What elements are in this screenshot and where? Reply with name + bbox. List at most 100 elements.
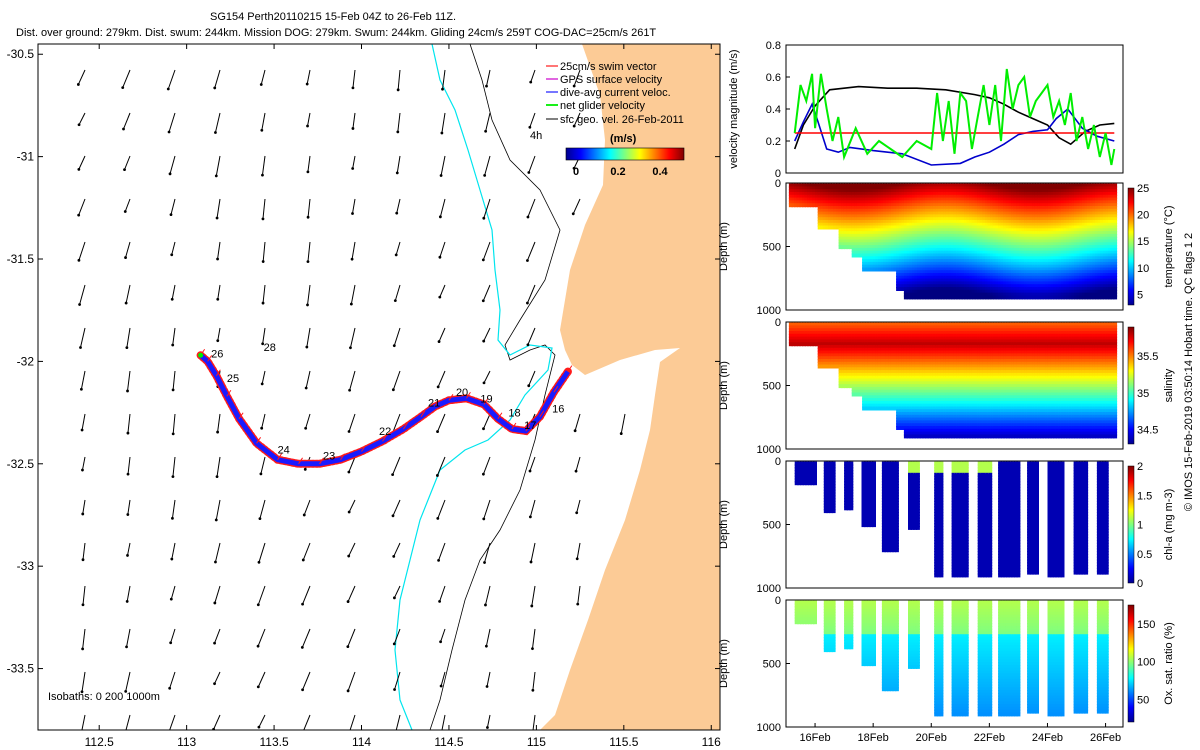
- profile-sample: [990, 228, 995, 233]
- profile-sample: [1013, 236, 1018, 241]
- profile-sample: [1097, 278, 1102, 283]
- profile-sample: [862, 242, 867, 247]
- profile-sample: [998, 250, 1003, 255]
- profile-sample: [992, 186, 997, 191]
- profile-sample: [927, 214, 932, 219]
- sfc-velocity-arrowhead: [76, 83, 80, 86]
- profile-sample: [943, 256, 948, 261]
- sfc-velocity-arrow: [213, 714, 221, 730]
- profile-sample: [940, 189, 945, 194]
- profile-sample: [1058, 206, 1063, 210]
- profile-sample: [1087, 267, 1091, 272]
- profile-sample: [846, 217, 851, 222]
- profile-sample: [966, 287, 971, 291]
- profile-sample: [930, 200, 935, 205]
- profile-sample: [995, 206, 1000, 210]
- profile-sample: [846, 200, 851, 205]
- profile-sample: [1026, 287, 1031, 291]
- profile-sample: [1008, 253, 1013, 258]
- profile-sample: [1102, 203, 1107, 208]
- profile-sample: [846, 222, 851, 227]
- profile-sample: [1008, 273, 1013, 277]
- profile-sample: [1034, 233, 1039, 238]
- sfc-velocity-arrowhead: [214, 131, 217, 134]
- profile-sample: [1003, 203, 1008, 208]
- profile-sample: [943, 183, 948, 188]
- profile-sample: [862, 214, 867, 219]
- profile-sample: [1024, 239, 1029, 244]
- profile-sample: [924, 295, 929, 300]
- profile-sample: [961, 295, 966, 300]
- sfc-velocity-arrowhead: [301, 602, 304, 606]
- profile-sample: [875, 267, 880, 272]
- profile-sample: [1089, 208, 1094, 213]
- profile-sample: [911, 245, 916, 250]
- profile-sample: [862, 259, 867, 264]
- sfc-velocity-arrow: [261, 370, 266, 384]
- profile-sample: [969, 295, 974, 300]
- sfc-velocity-arrow: [527, 327, 536, 345]
- profile-sample: [1097, 259, 1102, 264]
- profile-sample: [998, 203, 1003, 208]
- profile-sample: [875, 253, 880, 258]
- profile-sample: [948, 236, 953, 241]
- profile-sample: [979, 239, 984, 244]
- profile-sample: [1011, 186, 1016, 191]
- profile-sample: [1102, 247, 1107, 252]
- profile-sample: [1071, 200, 1076, 205]
- profile-sample: [898, 287, 903, 291]
- profile-sample: [992, 278, 997, 283]
- profile-sample: [1047, 236, 1052, 241]
- profile-sample: [1037, 214, 1042, 219]
- profile-sample: [945, 275, 950, 280]
- profile-sample: [964, 186, 969, 191]
- profile-sample: [1063, 289, 1068, 294]
- profile-sample: [836, 197, 840, 202]
- profile-sample: [1102, 200, 1107, 205]
- profile-sample: [1045, 197, 1050, 202]
- sfc-velocity-arrowhead: [347, 470, 351, 474]
- profile-sample: [977, 253, 982, 258]
- profile-sample: [1081, 250, 1086, 255]
- profile-sample: [796, 342, 801, 347]
- profile-sample: [830, 350, 835, 355]
- profile-sample: [856, 189, 861, 194]
- profile-sample: [830, 222, 835, 227]
- profile-sample: [1089, 292, 1094, 297]
- profile-sample: [1013, 214, 1018, 219]
- sfc-velocity-arrow: [214, 585, 221, 604]
- profile-sample: [1024, 194, 1029, 199]
- sfc-velocity-arrowhead: [486, 726, 489, 729]
- profile-sample: [958, 295, 963, 300]
- profile-sample: [836, 225, 840, 230]
- sfc-velocity-arrowhead: [81, 603, 85, 607]
- profile-sample: [927, 220, 932, 224]
- profile-sample: [862, 222, 867, 227]
- profile-sample: [1066, 261, 1071, 266]
- profile-sample: [1008, 183, 1013, 188]
- profile-sample: [977, 281, 982, 286]
- profile-sample: [1081, 253, 1086, 258]
- profile-sample: [825, 336, 830, 341]
- profile-sample: [820, 322, 825, 327]
- profile-sample: [990, 189, 995, 194]
- sfc-velocity-arrowhead: [215, 475, 219, 478]
- profile-sample: [833, 189, 838, 194]
- profile-sample: [836, 325, 840, 330]
- profile-sample: [880, 239, 885, 244]
- profile-sample: [851, 217, 856, 222]
- profile-sample: [1076, 295, 1081, 300]
- profile-sample: [799, 203, 804, 208]
- profile-sample: [901, 217, 906, 222]
- profile-sample: [987, 289, 992, 294]
- profile-sample: [937, 231, 942, 236]
- profile-sample: [909, 287, 914, 291]
- profile-sample: [922, 192, 927, 196]
- profile-sample: [901, 189, 906, 194]
- profile-sample: [977, 200, 982, 205]
- profile-sample: [937, 208, 942, 213]
- profile-sample: [1060, 183, 1065, 188]
- profile-sample: [1094, 197, 1099, 202]
- profile-sample: [1058, 220, 1063, 224]
- profile-sample: [995, 183, 1000, 188]
